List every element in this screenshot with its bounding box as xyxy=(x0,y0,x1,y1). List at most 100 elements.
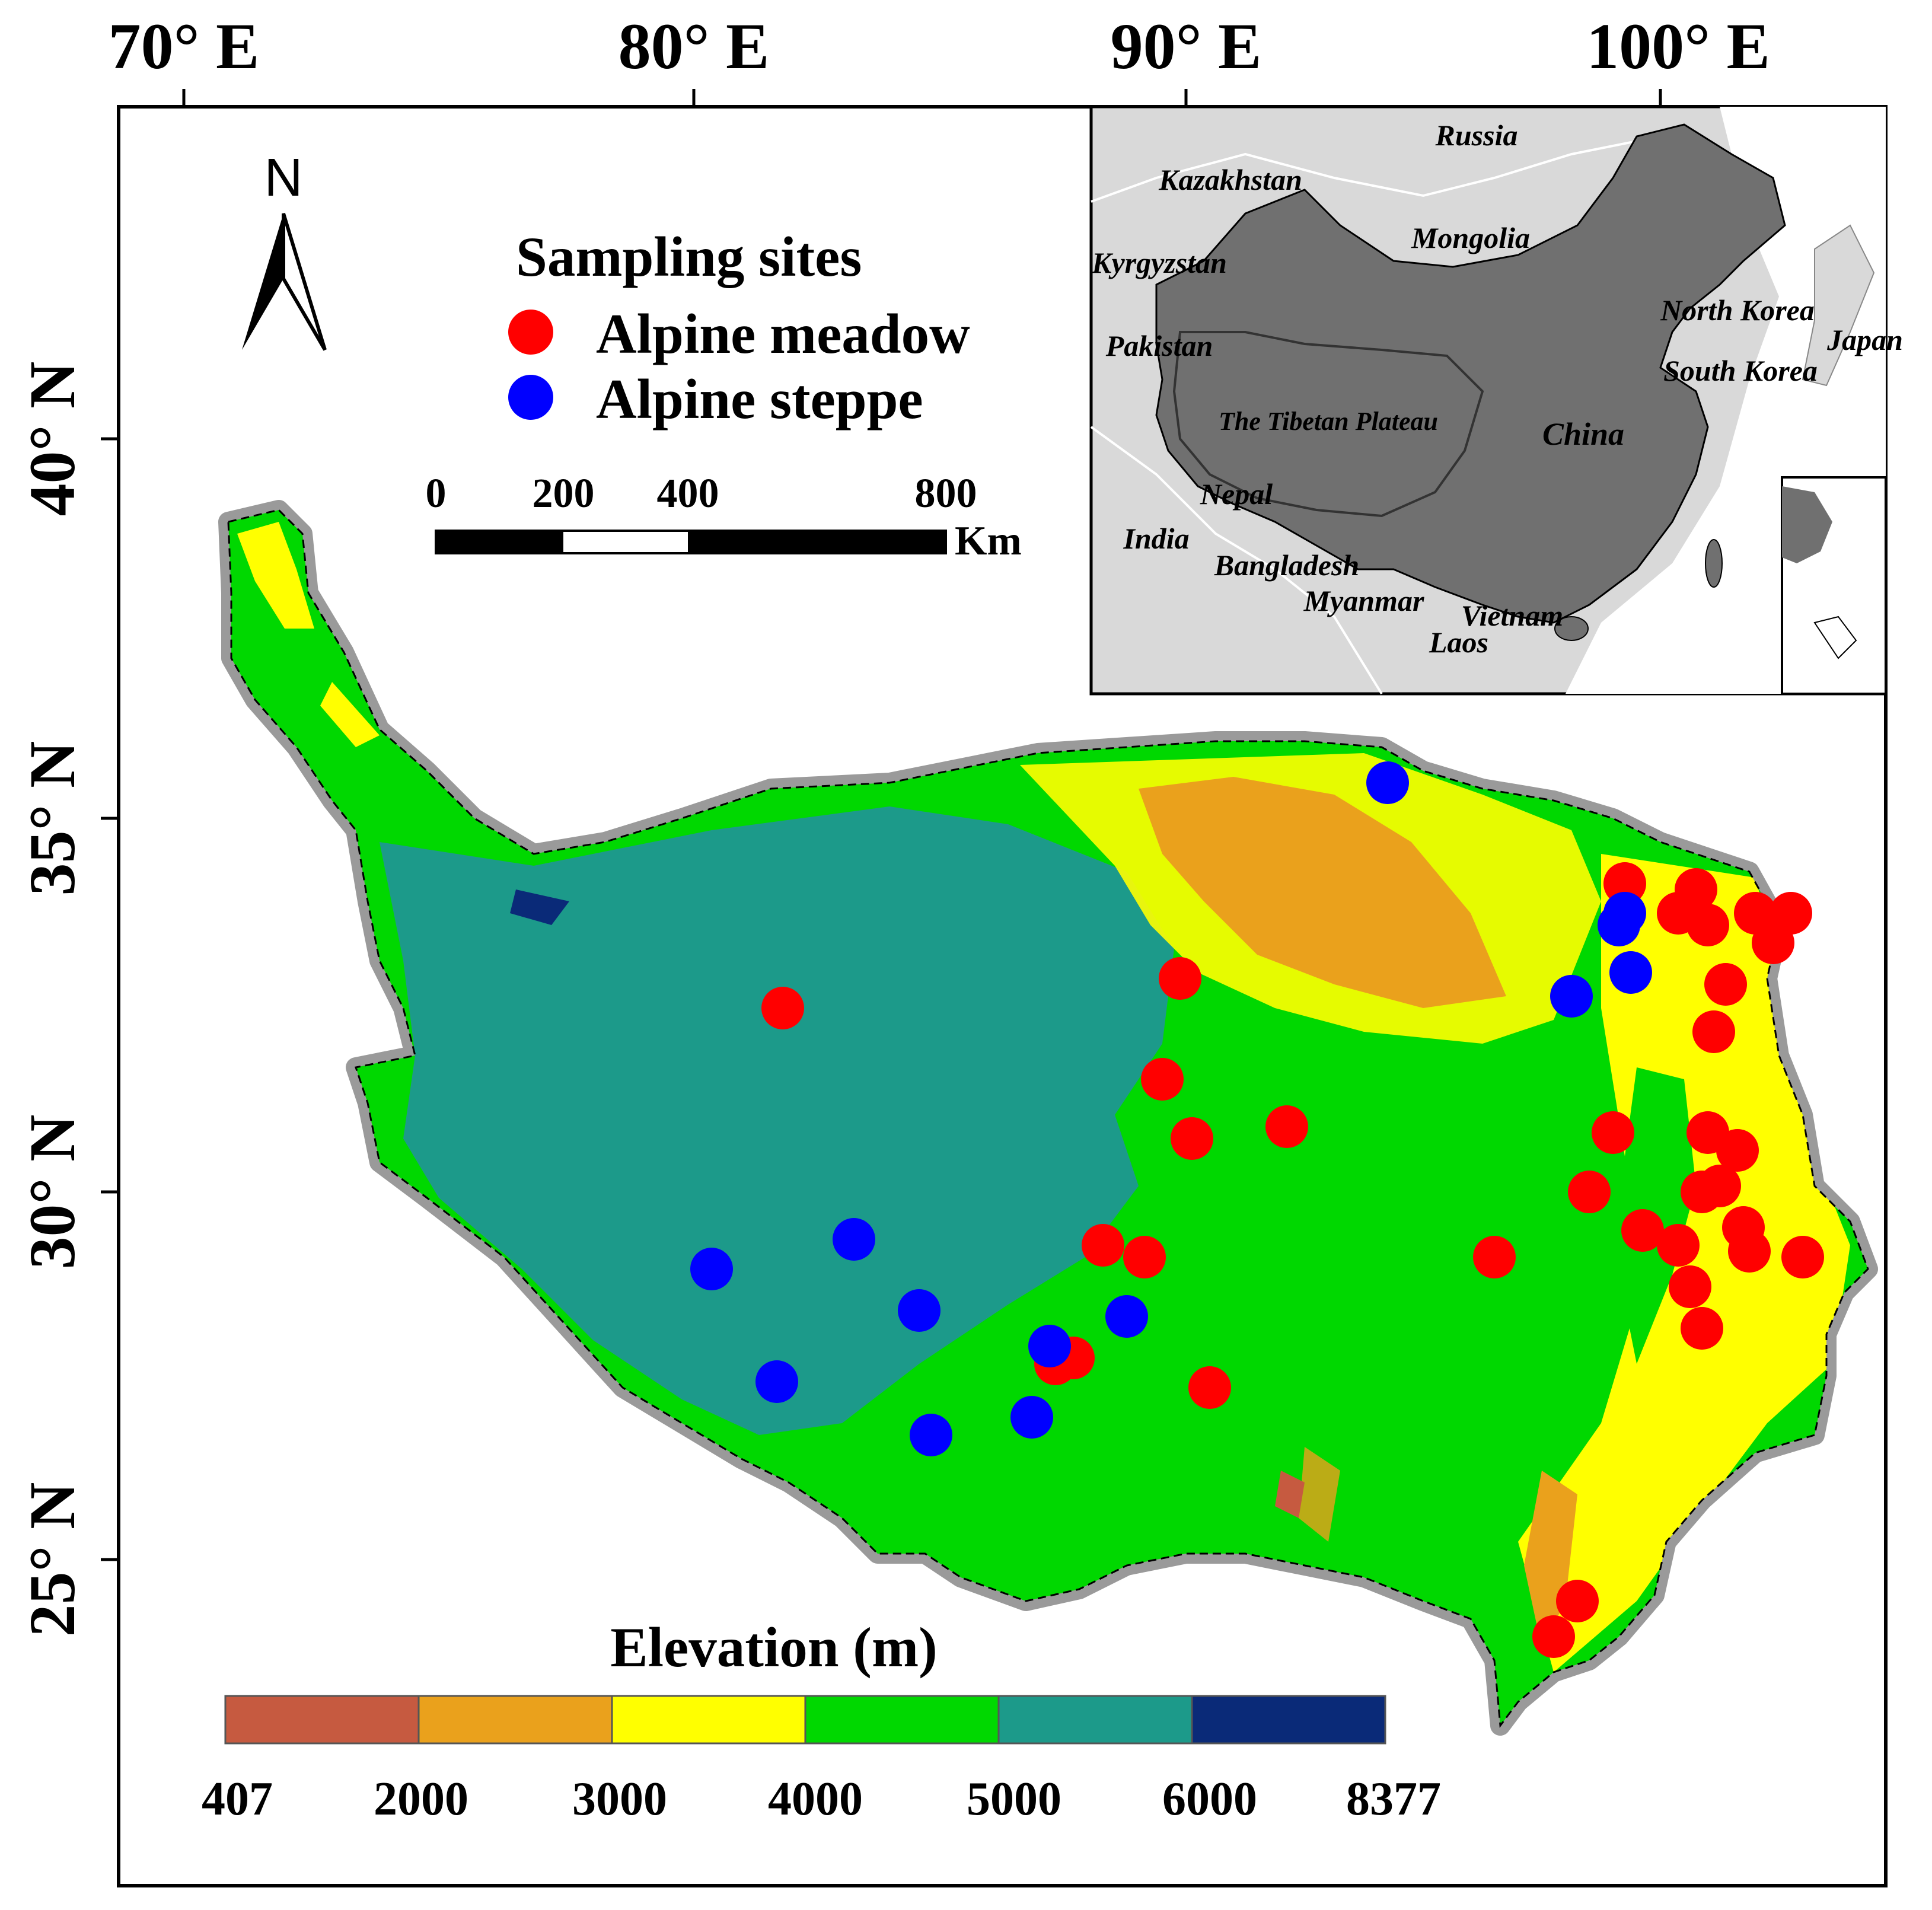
alpine-meadow-site xyxy=(1621,1209,1664,1252)
latitude-label-35: 35° N xyxy=(16,741,88,896)
alpine-meadow-site xyxy=(1592,1111,1634,1154)
alpine-meadow-site xyxy=(1473,1236,1516,1278)
alpine-meadow-site xyxy=(1716,1129,1759,1172)
alpine-meadow-site xyxy=(1681,1307,1723,1350)
alpine-meadow-site xyxy=(1265,1105,1308,1148)
alpine-steppe-sites xyxy=(690,761,1652,1456)
inset-label-mongolia: Mongolia xyxy=(1411,221,1530,254)
alpine-meadow-site xyxy=(1188,1366,1231,1409)
alpine-meadow-sites xyxy=(761,862,1824,1658)
alpine-meadow-site xyxy=(1532,1615,1575,1658)
inset-label-kazakhstan: Kazakhstan xyxy=(1158,163,1302,196)
inset-label-russia: Russia xyxy=(1435,119,1518,152)
elevation-break-8377: 8377 xyxy=(1346,1773,1441,1825)
elevation-legend-title: Elevation (m) xyxy=(610,1616,937,1679)
inset-label-myanmar: Myanmar xyxy=(1303,584,1424,617)
alpine-meadow-site xyxy=(1698,1165,1741,1207)
alpine-meadow-site xyxy=(1141,1058,1184,1101)
alpine-meadow-site xyxy=(1123,1236,1166,1278)
alpine-steppe-site xyxy=(690,1248,733,1290)
alpine-meadow-site xyxy=(1556,1580,1599,1622)
inset-label-japan: Japan xyxy=(1826,323,1903,356)
alpine-meadow-site xyxy=(1781,1236,1824,1278)
north-arrow-icon xyxy=(242,213,283,350)
elevation-break-3000: 3000 xyxy=(572,1773,667,1825)
elevation-swatch xyxy=(1191,1695,1386,1745)
elevation-break-407: 407 xyxy=(202,1773,273,1825)
inset-label-india: India xyxy=(1123,522,1189,555)
north-arrow: N xyxy=(242,148,327,351)
elevation-swatch xyxy=(417,1695,613,1745)
inset-label-vietnam: Vietnam xyxy=(1461,599,1563,632)
alpine-meadow-site xyxy=(1692,1010,1735,1053)
alpine-meadow-site xyxy=(1728,1230,1771,1273)
alpine-meadow-site xyxy=(1704,963,1747,1006)
elevation-break-5000: 5000 xyxy=(967,1773,1061,1825)
alpine-meadow-site xyxy=(1171,1117,1213,1160)
longitude-label-80: 80° E xyxy=(619,10,770,82)
inset-label-pakistan: Pakistan xyxy=(1105,329,1213,362)
inset-china xyxy=(1155,123,1786,624)
inset-label-south-korea: South Korea xyxy=(1663,354,1818,387)
alpine-steppe-site xyxy=(1105,1295,1148,1338)
north-arrow-label: N xyxy=(264,148,303,208)
sites-legend-title: Sampling sites xyxy=(516,225,862,288)
scale-tick-400: 400 xyxy=(657,471,719,516)
elevation-swatch xyxy=(997,1695,1193,1745)
inset-label-bangladesh: Bangladesh xyxy=(1214,549,1360,582)
alpine-meadow-site xyxy=(1669,1265,1711,1308)
elevation-swatch xyxy=(611,1695,806,1745)
elevation-legend: Elevation (m) 407 2000 3000 4000 5000 60… xyxy=(202,1616,1441,1825)
alpine-meadow-site xyxy=(1686,904,1729,946)
legend-meadow-label: Alpine meadow xyxy=(596,302,970,365)
alpine-meadow-site xyxy=(1568,1171,1611,1213)
alpine-steppe-site xyxy=(1010,1396,1053,1439)
longitude-label-100: 100° E xyxy=(1586,10,1770,82)
inset-label-north-korea: North Korea xyxy=(1660,294,1815,327)
elevation-break-4000: 4000 xyxy=(768,1773,863,1825)
longitude-label-90: 90° E xyxy=(1111,10,1262,82)
inset-label-tibetan-plateau: The Tibetan Plateau xyxy=(1219,407,1438,436)
latitude-label-25: 25° N xyxy=(16,1482,88,1637)
alpine-steppe-site xyxy=(1028,1325,1071,1367)
inset-label-china: China xyxy=(1542,416,1624,452)
alpine-steppe-site xyxy=(1550,975,1593,1018)
longitude-axis: 70° E 80° E 90° E 100° E xyxy=(109,10,1770,107)
alpine-meadow-site xyxy=(1603,862,1646,905)
alpine-steppe-site xyxy=(910,1414,952,1456)
inset-map: Russia Kazakhstan Mongolia Kyrgyzstan No… xyxy=(1089,105,1903,696)
inset-label-laos: Laos xyxy=(1429,626,1488,659)
scale-tick-0: 0 xyxy=(426,471,447,516)
alpine-meadow-site xyxy=(1770,892,1812,935)
elevation-break-2000: 2000 xyxy=(374,1773,468,1825)
legend-steppe-marker xyxy=(508,375,553,420)
alpine-meadow-site xyxy=(1657,1224,1700,1267)
alpine-meadow-site xyxy=(1159,957,1201,1000)
map-frame xyxy=(117,105,1888,1887)
elevation-break-6000: 6000 xyxy=(1162,1773,1257,1825)
north-arrow-icon-right xyxy=(282,213,327,351)
alpine-steppe-site xyxy=(1609,951,1652,994)
alpine-steppe-site xyxy=(1598,904,1640,946)
alpine-meadow-site xyxy=(1082,1224,1124,1267)
latitude-label-40: 40° N xyxy=(16,362,88,516)
scale-tick-800: 800 xyxy=(915,471,977,516)
scale-unit: Km xyxy=(955,518,1022,564)
alpine-steppe-site xyxy=(833,1218,875,1261)
longitude-label-70: 70° E xyxy=(109,10,260,82)
plateau-boundary xyxy=(227,509,1869,1729)
latitude-axis: 40° N 35° N 30° N 25° N xyxy=(16,362,119,1637)
legend-steppe-label: Alpine steppe xyxy=(596,368,923,431)
alpine-steppe-site xyxy=(1366,761,1409,804)
elevation-swatch xyxy=(224,1695,420,1745)
legend-meadow-marker xyxy=(508,310,553,355)
alpine-steppe-site xyxy=(755,1360,798,1403)
scale-bar: 0 200 400 800 Km xyxy=(426,471,1022,564)
sites-legend: Sampling sites Alpine meadow Alpine step… xyxy=(508,225,970,431)
scale-tick-200: 200 xyxy=(533,471,595,516)
alpine-meadow-site xyxy=(761,987,804,1029)
latitude-label-30: 30° N xyxy=(16,1115,88,1270)
inset-label-kyrgyzstan: Kyrgyzstan xyxy=(1091,246,1227,279)
inset-label-nepal: Nepal xyxy=(1200,477,1273,511)
